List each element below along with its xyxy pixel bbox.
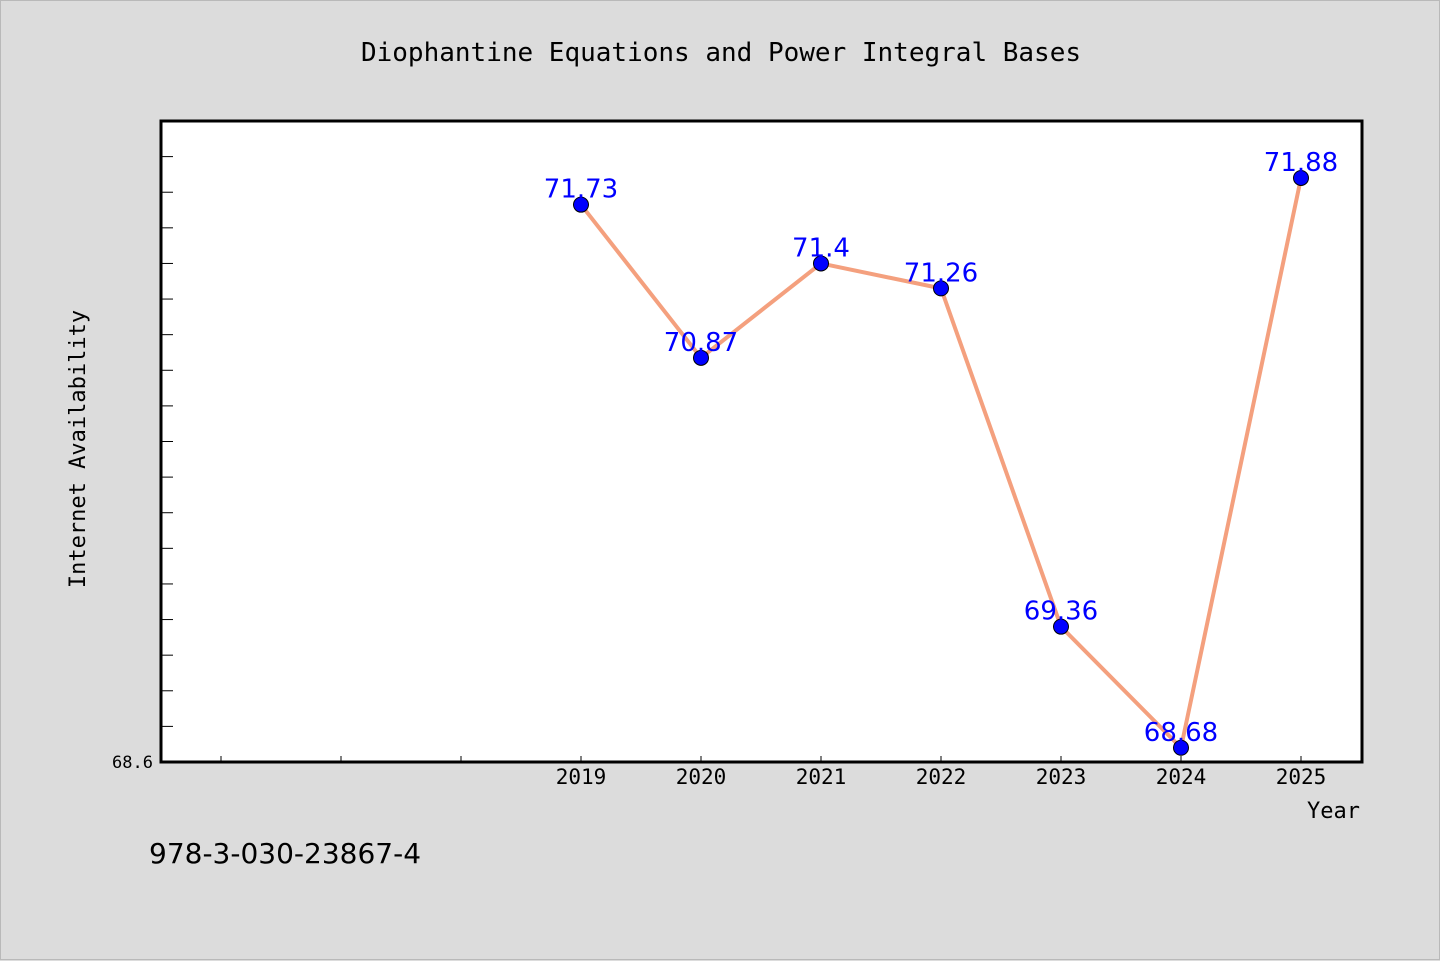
data-label: 71.73: [544, 175, 618, 205]
x-tick-label: 2021: [796, 765, 847, 789]
x-axis-label: Year: [1307, 799, 1360, 824]
data-label: 71.4: [792, 233, 850, 263]
data-point: [573, 196, 589, 213]
x-tick-label: 2019: [556, 765, 607, 789]
chart-title: Diophantine Equations and Power Integral…: [361, 38, 1081, 68]
x-tick-label: 2022: [916, 765, 967, 789]
data-point: [933, 280, 949, 297]
data-point: [1293, 169, 1309, 186]
plot-area: [159, 119, 1364, 764]
x-axis-ticks: 2019 2020 2021 2022 2023 2024 2025: [220, 756, 1327, 789]
series-layer: 71.73 70.87 71.4 71.26 69.36 68.68 71.88: [544, 148, 1338, 756]
data-label: 71.88: [1264, 148, 1338, 178]
data-point: [1173, 739, 1189, 756]
data-point: [813, 255, 829, 272]
data-point: [1053, 618, 1069, 635]
y-axis-label: Internet Availability: [66, 310, 91, 588]
y-tick-label: 68.6: [112, 753, 153, 773]
data-label: 69.36: [1024, 597, 1098, 627]
y-axis-ticks: [161, 156, 173, 727]
data-label: 68.68: [1144, 718, 1218, 748]
data-label: 70.87: [664, 328, 738, 358]
x-tick-label: 2023: [1036, 765, 1087, 789]
data-point: [693, 349, 709, 366]
isbn-text: 978-3-030-23867-4: [149, 837, 421, 870]
x-tick-label: 2020: [676, 765, 727, 789]
data-label: 71.26: [904, 258, 978, 288]
x-tick-label: 2025: [1276, 765, 1327, 789]
x-tick-label: 2024: [1156, 765, 1207, 789]
